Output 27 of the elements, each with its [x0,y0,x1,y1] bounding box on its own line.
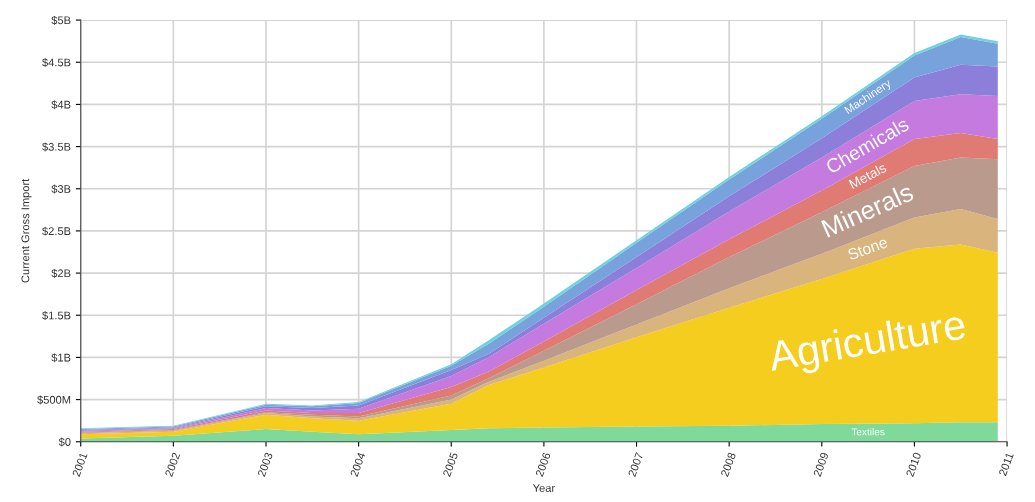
series-label: Agriculture [766,308,968,380]
x-tick-label: 2009 [813,452,829,477]
x-tick-label: 2006 [535,452,551,477]
y-axis-title: Current Gross Import [21,178,32,283]
y-tick-label: $1.5B [42,311,71,321]
x-axis-title: Year [532,484,555,492]
y-tick-label: $3B [51,184,71,194]
y-tick-label: $5B [51,15,71,25]
x-tick-label: 2007 [627,452,644,477]
x-tick-label: 2003 [257,452,273,477]
series-label: Textiles [851,427,885,436]
series-label: Stone [847,236,889,261]
y-tick-label: $2.5B [42,226,71,236]
y-tick-label: $4.5B [42,58,71,68]
x-tick-label: 2010 [905,451,922,477]
x-tick-label: 2008 [720,452,737,477]
y-tick-label: $1B [51,353,71,363]
y-tick-label: $0 [58,437,71,447]
x-tick-label: 2011 [998,452,1014,477]
y-tick-label: $4B [51,100,71,110]
y-tick-label: $500M [37,395,71,405]
y-tick-label: $2B [51,268,71,278]
y-tick-label: $3.5B [42,142,71,152]
x-tick-label: 2004 [350,451,366,477]
x-tick-label: 2005 [442,452,459,477]
x-tick-label: 2002 [164,452,181,477]
x-tick-label: 2001 [72,452,88,477]
